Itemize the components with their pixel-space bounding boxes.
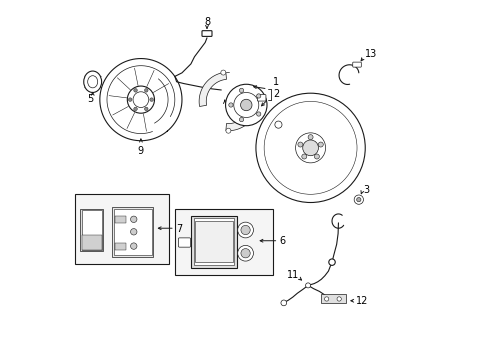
Circle shape [328,259,335,265]
Circle shape [274,121,282,128]
Circle shape [133,92,148,108]
Circle shape [314,154,319,159]
Circle shape [281,300,286,306]
Text: 11: 11 [286,270,298,280]
Circle shape [256,112,260,116]
Circle shape [356,198,360,202]
FancyBboxPatch shape [202,31,212,36]
Circle shape [130,229,137,235]
Circle shape [318,142,323,147]
Circle shape [239,117,243,122]
Circle shape [240,99,251,111]
Circle shape [237,222,253,238]
Bar [114,208,151,255]
Circle shape [228,103,233,107]
Bar [115,216,125,223]
Ellipse shape [83,71,102,93]
Circle shape [128,98,132,102]
Circle shape [130,243,137,249]
Bar [115,243,125,249]
Text: 7: 7 [176,224,182,234]
Text: 9: 9 [138,146,143,156]
FancyBboxPatch shape [257,95,265,101]
Text: 8: 8 [203,17,210,27]
Bar [190,216,237,267]
Circle shape [225,128,230,133]
Circle shape [241,225,250,235]
Circle shape [324,297,328,301]
Circle shape [353,195,363,204]
FancyBboxPatch shape [178,238,190,247]
Circle shape [305,283,310,288]
Circle shape [264,102,356,194]
Text: 1: 1 [272,77,279,87]
Circle shape [336,297,341,301]
Circle shape [307,135,312,140]
Text: 13: 13 [364,49,376,59]
Circle shape [127,86,154,113]
Text: 2: 2 [272,89,279,99]
Circle shape [149,98,153,102]
Circle shape [241,249,250,258]
Circle shape [144,107,148,111]
Circle shape [237,246,253,261]
Bar [321,294,346,303]
Circle shape [301,154,306,159]
Polygon shape [225,103,257,131]
Text: 12: 12 [356,296,368,306]
Circle shape [221,70,225,75]
Text: 5: 5 [87,94,93,104]
Bar [75,194,169,264]
Bar [82,210,102,249]
Text: 4: 4 [283,112,289,122]
Bar [112,207,153,257]
Bar [80,208,103,251]
Text: 10: 10 [234,98,246,108]
Circle shape [225,84,266,126]
Text: 3: 3 [363,185,368,195]
Ellipse shape [87,76,98,88]
Circle shape [274,112,346,184]
FancyBboxPatch shape [352,62,361,67]
Text: 6: 6 [279,236,285,246]
Circle shape [295,133,325,163]
Bar [82,235,102,249]
Circle shape [130,216,137,222]
Circle shape [255,93,365,203]
Circle shape [233,93,258,117]
Bar [175,208,272,275]
Circle shape [302,140,318,156]
Bar [195,221,233,262]
Circle shape [144,89,148,92]
Polygon shape [199,72,226,107]
Circle shape [134,89,137,92]
Bar [193,218,234,265]
Circle shape [239,88,243,93]
Circle shape [297,142,302,147]
Circle shape [256,94,260,98]
Circle shape [134,107,137,111]
